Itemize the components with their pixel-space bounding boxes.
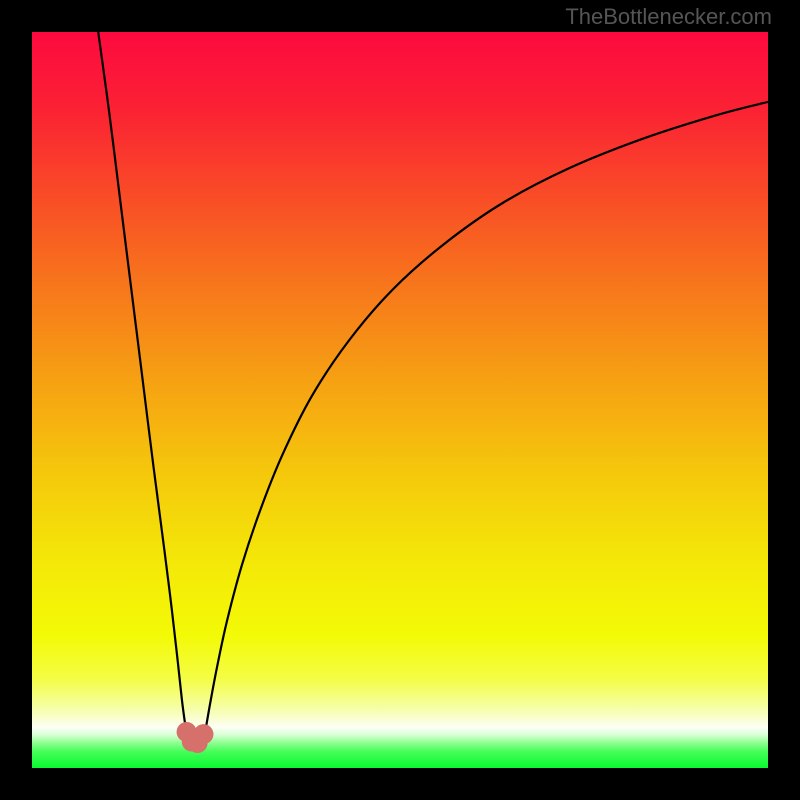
figure-container: { "watermark": { "text": "TheBottlenecke… <box>0 0 800 800</box>
watermark-text: TheBottlenecker.com <box>565 4 772 30</box>
bottleneck-chart <box>32 32 768 768</box>
chart-background <box>32 32 768 768</box>
dip-marker <box>193 724 213 744</box>
